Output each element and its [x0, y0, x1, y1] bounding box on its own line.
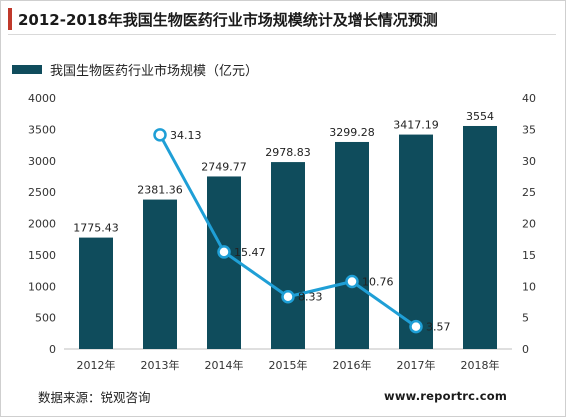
- y-right-tick-label: 10: [522, 280, 536, 293]
- legend-swatch-bar: [12, 65, 42, 74]
- x-tick-label: 2016年: [333, 358, 372, 372]
- chart-title: 2012-2018年我国生物医药行业市场规模统计及增长情况预测: [18, 10, 438, 29]
- y-left-tick-label: 4000: [28, 92, 56, 105]
- x-tick-label: 2018年: [461, 358, 500, 372]
- growth-value-label: 3.57: [426, 321, 451, 334]
- bar-value-label: 3554: [466, 110, 494, 123]
- y-right-tick-label: 35: [522, 123, 536, 136]
- growth-value-label: 34.13: [170, 129, 202, 142]
- y-left-tick-label: 2500: [28, 186, 56, 199]
- growth-point: [153, 128, 167, 142]
- bar-value-label: 1775.43: [73, 222, 119, 235]
- title-area: 2012-2018年我国生物医药行业市场规模统计及增长情况预测: [8, 6, 438, 32]
- bar: [207, 176, 241, 349]
- growth-value-label: 8.33: [298, 291, 323, 304]
- growth-point: [217, 245, 231, 259]
- growth-point: [345, 274, 359, 289]
- growth-point: [281, 289, 295, 304]
- x-tick-label: 2014年: [205, 358, 244, 372]
- y-right-tick-label: 20: [522, 218, 536, 231]
- bar: [399, 134, 433, 349]
- x-tick-label: 2012年: [77, 358, 116, 372]
- x-tick-label: 2017年: [397, 358, 436, 372]
- y-right-tick-label: 30: [522, 155, 536, 168]
- y-right-tick-label: 15: [522, 249, 536, 262]
- y-right-tick-label: 40: [522, 92, 536, 105]
- bar-value-label: 2978.83: [265, 146, 311, 159]
- title-divider: [8, 34, 556, 35]
- bar-value-label: 3299.28: [329, 126, 375, 139]
- legend-label-bar: 我国生物医药行业市场规模（亿元）: [50, 64, 259, 79]
- x-tick-label: 2015年: [269, 358, 308, 372]
- bar-value-label: 2381.36: [137, 184, 183, 197]
- y-left-tick-label: 500: [35, 312, 56, 325]
- bar: [463, 125, 497, 349]
- y-right-tick-label: 25: [522, 186, 536, 199]
- y-right-tick-label: 5: [522, 312, 529, 325]
- y-left-tick-label: 1500: [28, 249, 56, 262]
- bar: [271, 162, 305, 349]
- y-left-tick-label: 1000: [28, 280, 56, 293]
- bar-value-label: 2749.77: [201, 160, 247, 173]
- website-label: www.reportrc.com: [384, 389, 508, 403]
- bar-value-label: 3417.19: [393, 119, 439, 132]
- y-right-tick-label: 0: [522, 343, 529, 356]
- growth-value-label: 15.47: [234, 246, 266, 259]
- y-left-tick-label: 2000: [28, 218, 56, 231]
- bar: [79, 237, 113, 349]
- x-tick-label: 2013年: [141, 358, 180, 372]
- y-left-tick-label: 3500: [28, 123, 56, 136]
- growth-point: [409, 319, 423, 334]
- bar: [143, 199, 177, 349]
- bar: [335, 141, 369, 349]
- title-accent-bar: [8, 8, 12, 30]
- y-left-tick-label: 3000: [28, 155, 56, 168]
- legend: 我国生物医药行业市场规模（亿元）: [12, 60, 258, 79]
- source-note: 数据来源：锐观咨询: [38, 390, 151, 405]
- y-left-tick-label: 0: [49, 343, 56, 356]
- growth-value-label: 10.76: [362, 275, 394, 288]
